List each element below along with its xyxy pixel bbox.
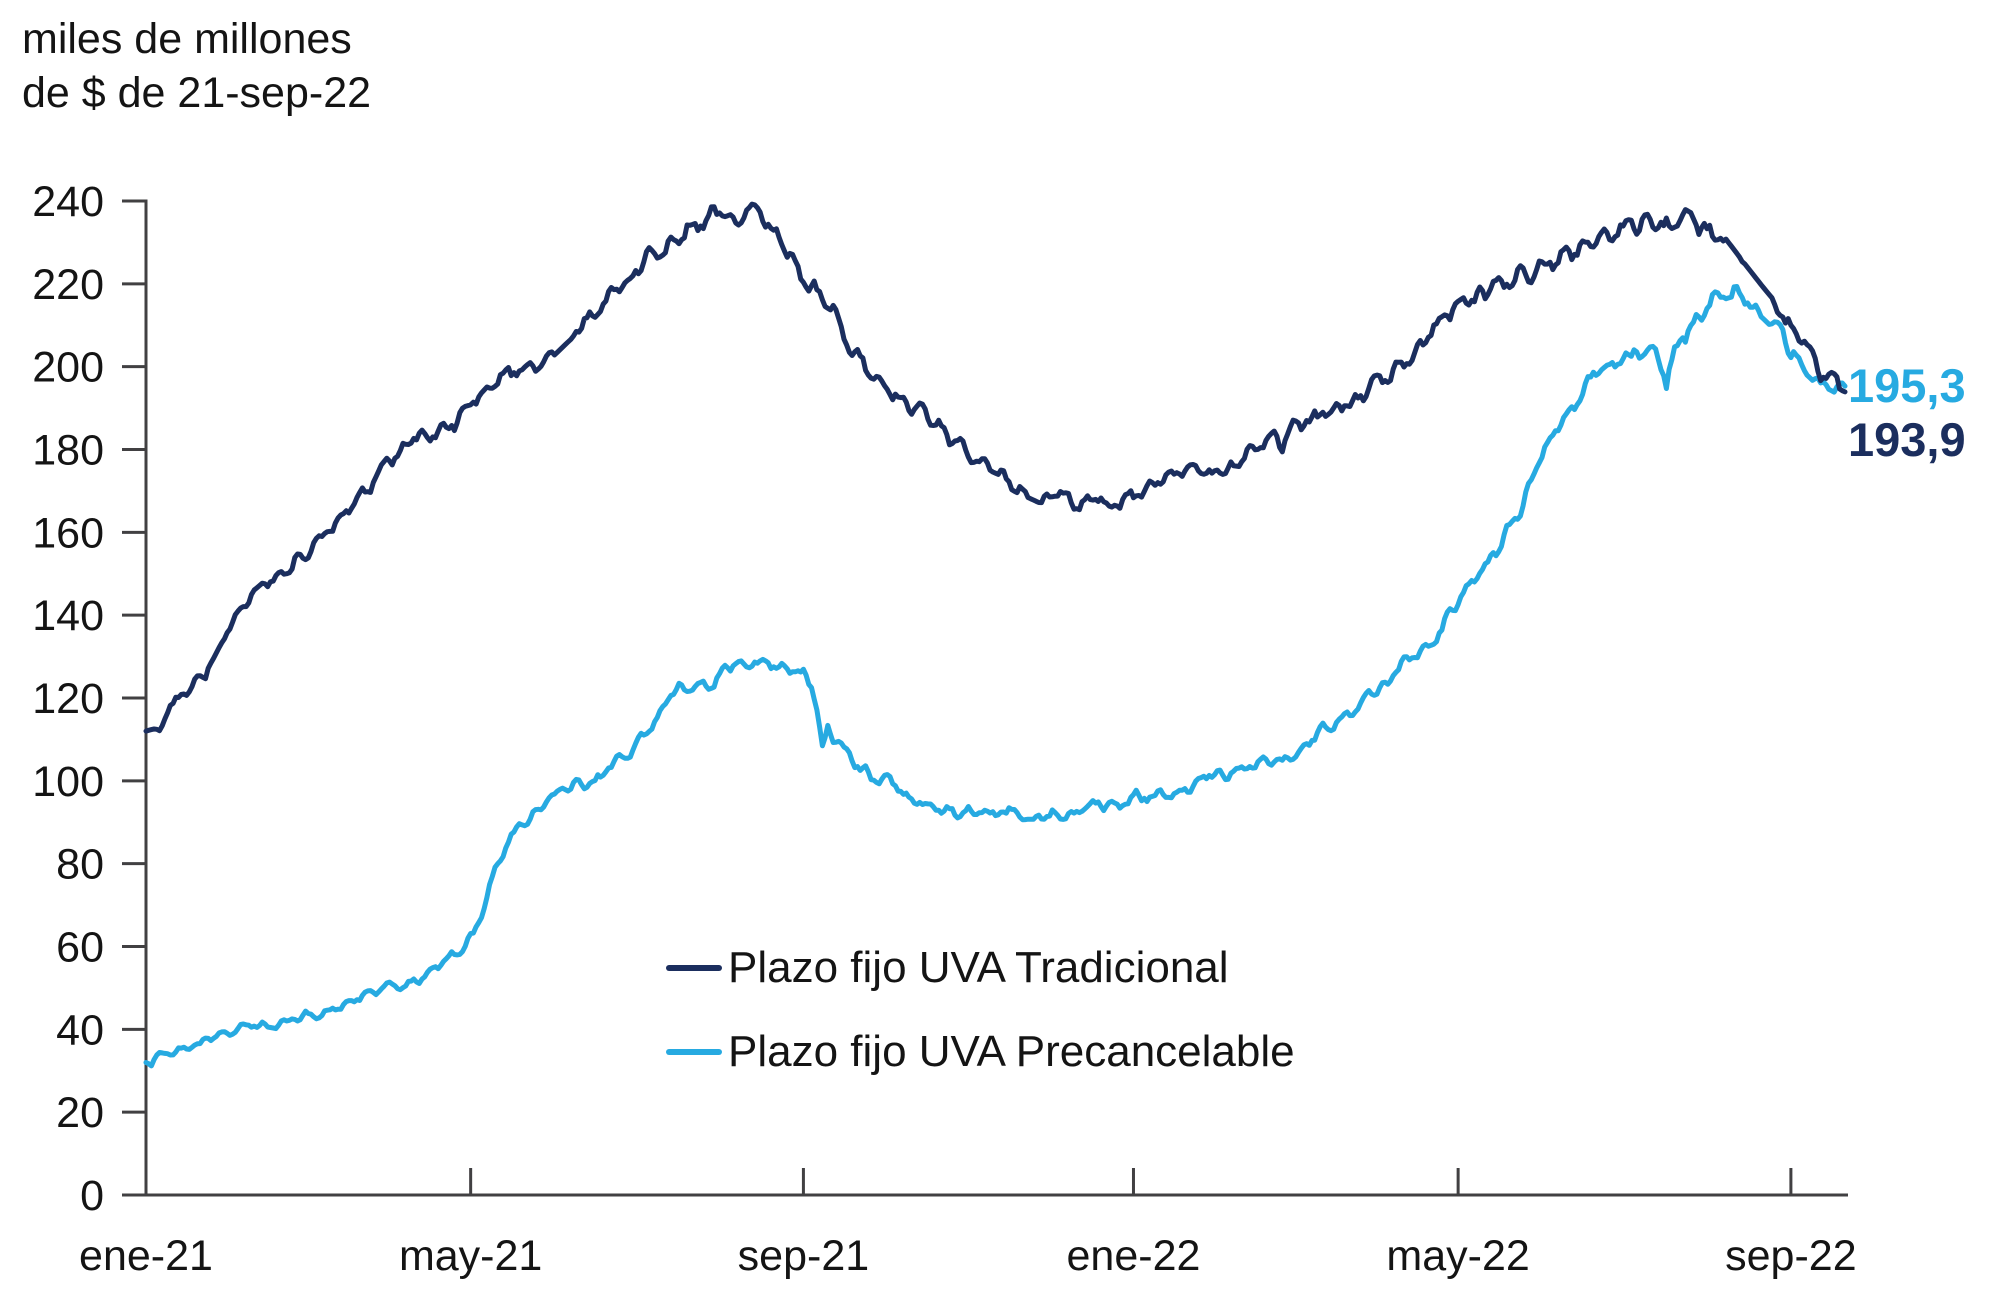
y-tick-label: 40 [56, 1006, 104, 1054]
legend-label-tradicional: Plazo fijo UVA Tradicional [728, 943, 1229, 992]
y-tick-label: 200 [32, 344, 104, 392]
x-tick-label: may-21 [399, 1232, 542, 1280]
chart-title-line2: de $ de 21-sep-22 [22, 69, 372, 118]
legend-label-precancelable: Plazo fijo UVA Precancelable [728, 1027, 1295, 1076]
legend-swatch-precancelable [666, 1049, 722, 1055]
legend-swatch-tradicional [666, 965, 722, 971]
x-tick-label: ene-22 [1067, 1232, 1201, 1280]
y-tick-label: 240 [32, 178, 104, 226]
chart-title-line1: miles de millones [22, 15, 352, 63]
legend-item-precancelable: Plazo fijo UVA Precancelable [666, 1026, 1295, 1078]
y-tick-label: 140 [32, 592, 104, 640]
legend-item-tradicional: Plazo fijo UVA Tradicional [666, 942, 1295, 994]
y-tick-label: 60 [56, 924, 104, 972]
x-tick-label: sep-22 [1725, 1232, 1856, 1280]
series-line-tradicional [143, 201, 1848, 734]
chart-title: miles de millones de $ de 21-sep-22 [22, 12, 371, 120]
x-tick-label: sep-21 [738, 1232, 869, 1280]
y-tick-label: 20 [56, 1089, 104, 1137]
y-tick-label: 120 [32, 675, 104, 723]
y-tick-label: 0 [80, 1172, 104, 1220]
y-tick-label: 160 [32, 509, 104, 557]
y-tick-label: 180 [32, 427, 104, 475]
x-tick-label: may-22 [1386, 1232, 1529, 1280]
y-tick-label: 80 [56, 841, 104, 889]
x-tick-label: ene-21 [79, 1232, 213, 1280]
y-tick-label: 100 [32, 758, 104, 806]
end-label-tradicional: 193,9 [1848, 413, 1966, 466]
y-tick-label: 220 [32, 261, 104, 309]
end-label-precancelable: 195,3 [1848, 359, 1966, 412]
legend: Plazo fijo UVA Tradicional Plazo fijo UV… [666, 942, 1295, 1110]
series-line-precancelable [143, 284, 1848, 1069]
